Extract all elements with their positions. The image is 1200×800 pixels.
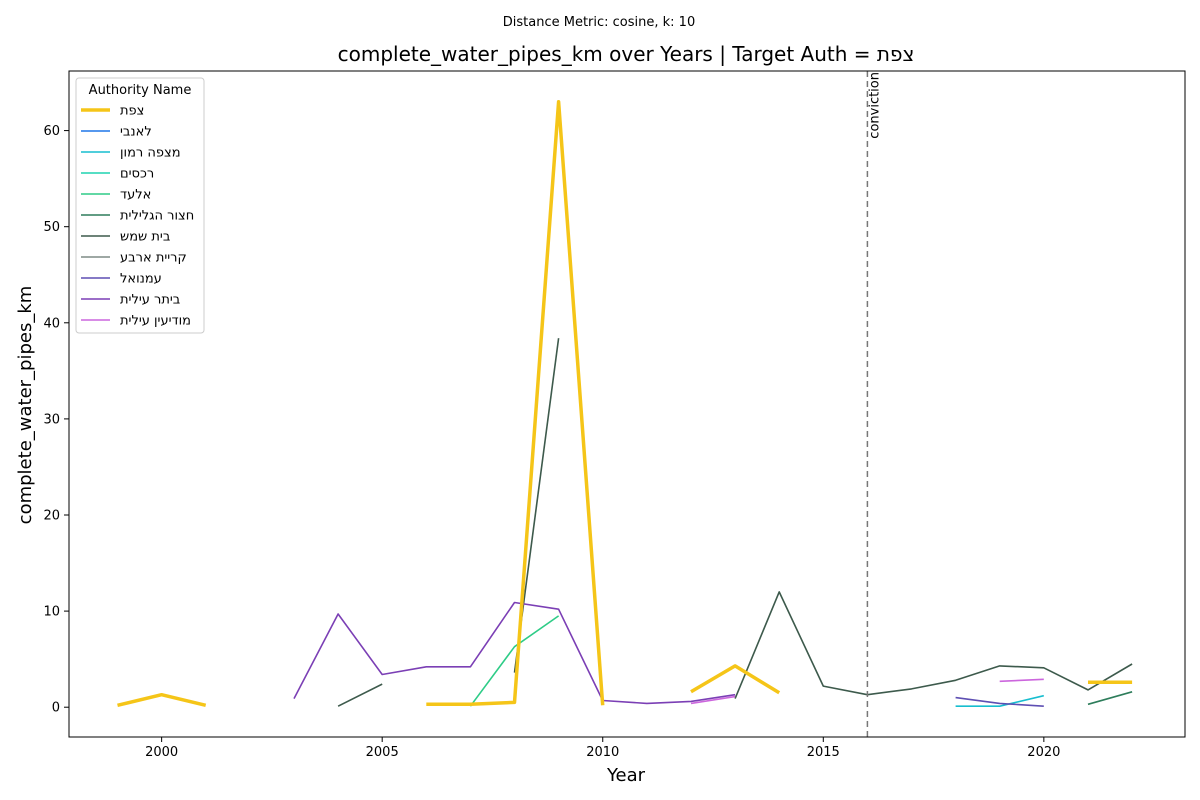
series-line-2-seg-0 <box>955 694 1044 708</box>
y-tick-label-50: 50 <box>43 220 60 235</box>
y-tick-label-20: 20 <box>43 509 60 524</box>
legend-box <box>75 77 205 334</box>
chart-subtitle: Distance Metric: cosine, k: 10 <box>503 15 695 30</box>
y-tick-label-10: 10 <box>43 605 60 620</box>
y-tick-label-60: 60 <box>43 124 60 139</box>
y-tick-label-0: 0 <box>52 701 60 716</box>
legend-label-8: עמנואל <box>120 272 162 287</box>
series-line-9-seg-0 <box>293 601 736 705</box>
series-lines <box>117 100 1133 708</box>
plot-area: conviction 2000 2005 2010 2015 2020 0 10 20 30 40 5… <box>43 70 1186 760</box>
x-tick-label-2020: 2020 <box>1027 745 1060 760</box>
legend-label-1: לאנבי <box>120 125 152 140</box>
y-tick-label-30: 30 <box>43 412 60 427</box>
series-line-5-seg-0 <box>1087 691 1133 706</box>
legend-label-2: מצפה רמון <box>120 146 181 161</box>
x-axis-label: Year <box>606 765 646 786</box>
series-line-0-seg-2 <box>690 664 781 695</box>
legend-title: Authority Name <box>89 83 192 98</box>
series-line-0-seg-1 <box>426 100 605 707</box>
x-tick-label-2015: 2015 <box>807 745 840 760</box>
legend-label-6: בית שמש <box>120 230 170 245</box>
series-line-4-seg-0 <box>469 615 560 707</box>
series-line-10-seg-0 <box>690 695 736 705</box>
x-tick-label-2000: 2000 <box>145 745 178 760</box>
y-axis-label: complete_water_pipes_km <box>15 286 36 525</box>
legend-label-10: מודיעין עילית <box>120 314 191 329</box>
legend: Authority Name צפת לאנבי מצפה רמון רכסים אלעד… <box>75 77 205 334</box>
legend-label-4: אלעד <box>120 188 151 203</box>
series-line-10-seg-1 <box>999 678 1044 683</box>
legend-label-9: ביתר עילית <box>120 293 180 308</box>
series-line-6-seg-2 <box>734 591 1133 699</box>
legend-label-3: רכסים <box>120 167 154 182</box>
series-line-8-seg-0 <box>955 696 1044 707</box>
plot-frame <box>68 70 1186 738</box>
series-line-0-seg-0 <box>117 692 207 708</box>
legend-label-5: חצור הגלילית <box>120 209 194 224</box>
legend-label-0: צפת <box>120 104 144 119</box>
x-tick-label-2005: 2005 <box>366 745 399 760</box>
series-line-6-seg-0 <box>337 683 383 707</box>
y-tick-label-40: 40 <box>43 316 60 331</box>
x-tick-label-2010: 2010 <box>586 745 619 760</box>
chart-title: complete_water_pipes_km over Years | Tar… <box>338 42 915 66</box>
annotation-label-0: conviction <box>867 72 882 139</box>
legend-label-7: קריית ארבע <box>120 251 187 266</box>
